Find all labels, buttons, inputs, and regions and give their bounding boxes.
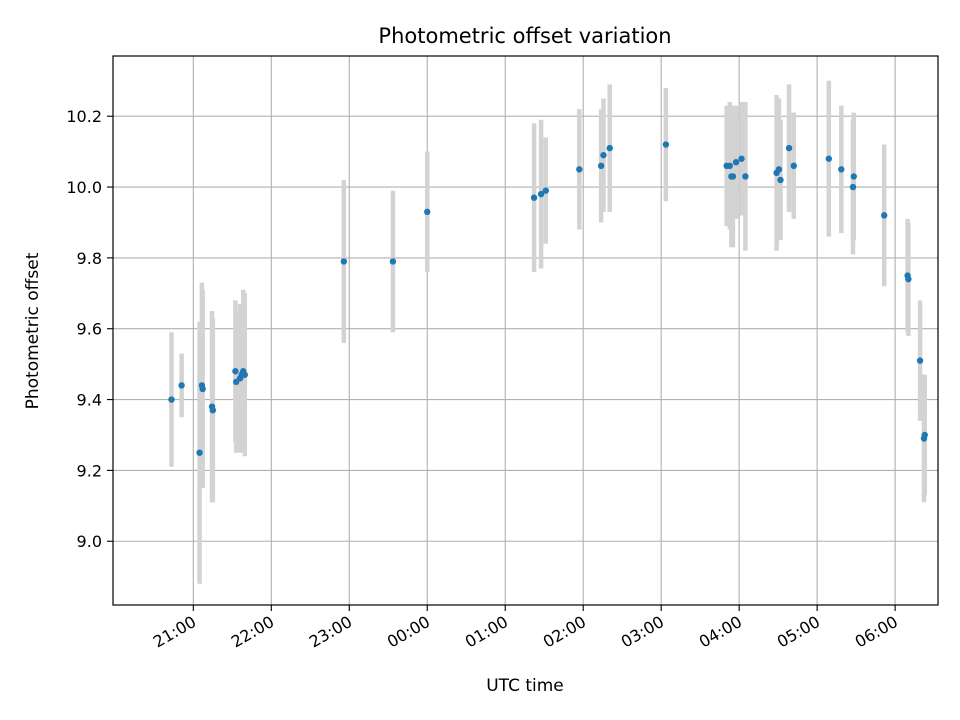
data-point bbox=[905, 275, 912, 283]
data-point bbox=[849, 183, 857, 191]
x-tick-label: 06:00 bbox=[852, 612, 901, 652]
data-point bbox=[232, 368, 239, 375]
x-axis-label: UTC time bbox=[486, 676, 564, 696]
data-point bbox=[777, 176, 784, 184]
data-point bbox=[916, 357, 924, 364]
chart-title: Photometric offset variation bbox=[378, 24, 671, 48]
x-tick-label: 04:00 bbox=[696, 612, 745, 652]
plot-frame bbox=[112, 55, 939, 606]
data-point bbox=[576, 166, 583, 173]
data-point bbox=[726, 162, 734, 169]
data-point bbox=[742, 173, 749, 180]
data-point bbox=[738, 155, 745, 162]
data-point bbox=[785, 144, 793, 152]
data-point bbox=[537, 190, 545, 198]
y-tick-label: 9.6 bbox=[77, 320, 102, 339]
data-point bbox=[530, 194, 538, 201]
data-point bbox=[838, 166, 845, 173]
data-point bbox=[662, 141, 670, 148]
data-point bbox=[196, 449, 203, 456]
y-tick-label: 9.0 bbox=[77, 532, 102, 551]
x-tick-label: 02:00 bbox=[540, 612, 589, 652]
y-axis-ticks: 9.0 9.2 9.4 9.6 9.8 10.0 10.2 bbox=[66, 107, 113, 551]
x-tick-label: 01:00 bbox=[462, 612, 511, 652]
data-point bbox=[199, 385, 206, 393]
x-tick-label: 05:00 bbox=[774, 612, 823, 652]
grid-lines bbox=[113, 56, 938, 605]
data-point bbox=[606, 144, 613, 152]
data-point bbox=[775, 166, 783, 173]
data-point bbox=[424, 208, 431, 216]
data-point bbox=[732, 159, 740, 166]
y-axis-label: Photometric offset bbox=[23, 252, 43, 409]
data-point bbox=[178, 382, 185, 389]
data-point bbox=[340, 258, 348, 265]
x-tick-label: 23:00 bbox=[306, 612, 355, 652]
data-point bbox=[921, 431, 928, 439]
x-axis-ticks: 21:00 22:00 23:00 00:00 01:00 02:00 03:00 04:00… bbox=[150, 605, 901, 652]
error-bars bbox=[169, 80, 927, 584]
y-tick-label: 10.0 bbox=[66, 178, 102, 197]
x-tick-label: 03:00 bbox=[618, 612, 667, 652]
data-points bbox=[168, 141, 928, 456]
y-tick-label: 10.2 bbox=[66, 107, 102, 126]
x-tick-label: 22:00 bbox=[228, 612, 277, 652]
x-tick-label: 21:00 bbox=[150, 612, 199, 652]
y-tick-label: 9.8 bbox=[77, 249, 102, 268]
data-point bbox=[825, 155, 833, 162]
data-point bbox=[850, 173, 857, 180]
data-point bbox=[597, 162, 605, 169]
data-point bbox=[209, 406, 217, 414]
data-point bbox=[790, 162, 797, 169]
data-point bbox=[168, 396, 175, 403]
x-tick-label: 00:00 bbox=[384, 612, 433, 652]
data-point bbox=[600, 151, 607, 159]
y-tick-label: 9.4 bbox=[77, 391, 102, 410]
data-point bbox=[542, 187, 549, 194]
data-point bbox=[729, 173, 737, 180]
y-tick-label: 9.2 bbox=[77, 461, 102, 480]
data-point bbox=[389, 258, 397, 265]
data-point bbox=[241, 371, 248, 378]
data-point bbox=[880, 212, 888, 219]
